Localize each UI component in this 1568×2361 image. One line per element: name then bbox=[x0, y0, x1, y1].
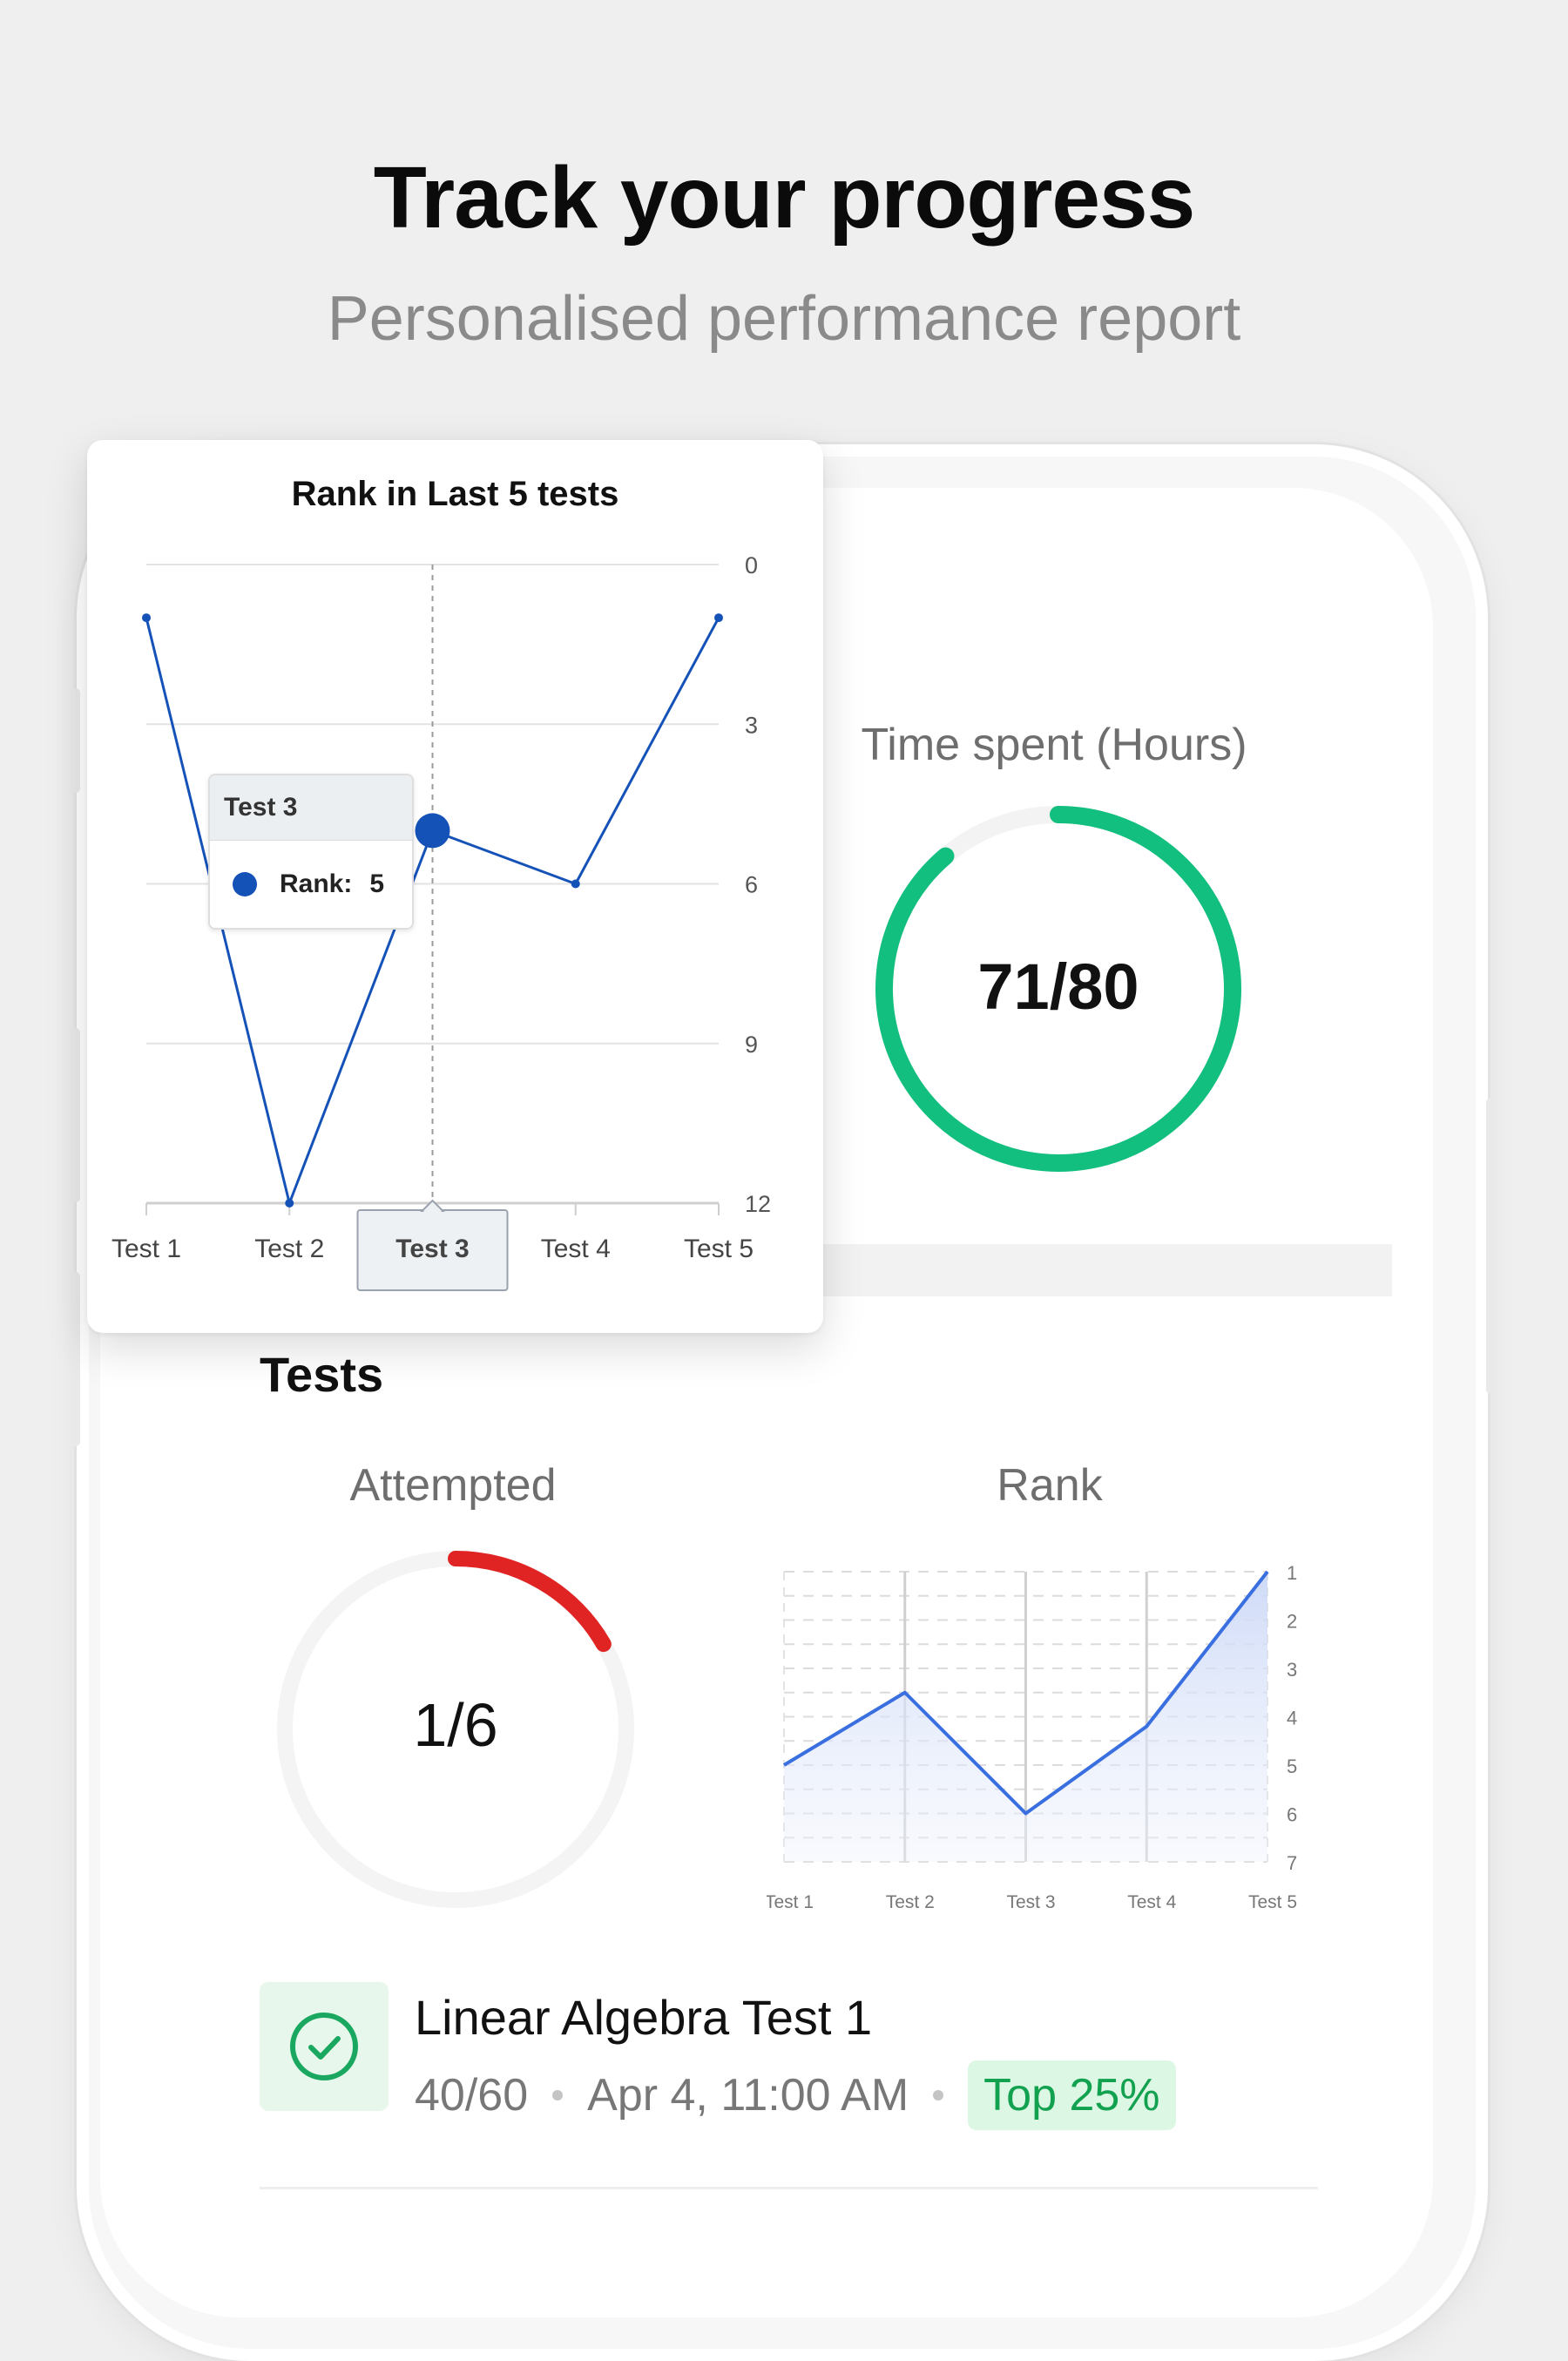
x-tick-label: Test 1 bbox=[112, 1235, 181, 1263]
y-tick-label: 6 bbox=[745, 872, 758, 898]
separator-dot bbox=[933, 2090, 944, 2101]
y-tick-label: 4 bbox=[1287, 1708, 1297, 1729]
x-tick-label: Test 5 bbox=[684, 1235, 754, 1263]
data-point bbox=[571, 879, 580, 889]
x-tick-label: Test 2 bbox=[886, 1892, 935, 1912]
test-name: Linear Algebra Test 1 bbox=[415, 1990, 873, 2045]
x-tick-label: Test 3 bbox=[1006, 1892, 1055, 1912]
tooltip-body: Rank: 5 bbox=[210, 841, 412, 928]
time-spent-title: Time spent (Hours) bbox=[861, 720, 1247, 770]
rank-mini-title: Rank bbox=[997, 1460, 1103, 1511]
rank-chart-card: Rank in Last 5 tests 0 3 6 9 12 Test 1 Test 2 T… bbox=[87, 440, 823, 1333]
rank-mini-chart: 1 2 3 4 5 6 7 Test 1 Test 2 Test 3 Test 4 Test 5 bbox=[767, 1562, 1297, 1912]
chart-tooltip: Test 3 Rank: 5 bbox=[208, 774, 414, 930]
rank-line-chart: 0 3 6 9 12 Test 1 Test 2 Test 3 Test 4 Test 5 bbox=[112, 552, 771, 1291]
page-headline: Track your progress bbox=[373, 149, 1196, 247]
percentile-badge: Top 25% bbox=[968, 2060, 1176, 2130]
test-score: 40/60 bbox=[415, 2070, 529, 2121]
x-tick-label: Test 3 bbox=[395, 1235, 469, 1263]
phone-side-button bbox=[71, 1028, 80, 1202]
y-tick-label: 5 bbox=[1287, 1756, 1297, 1777]
y-tick-label: 6 bbox=[1287, 1804, 1297, 1826]
series-area bbox=[784, 1572, 1267, 1862]
y-tick-label: 3 bbox=[745, 712, 758, 738]
phone-side-button bbox=[71, 1272, 80, 1446]
y-tick-label: 9 bbox=[745, 1032, 758, 1058]
y-tick-label: 7 bbox=[1287, 1852, 1297, 1874]
list-divider bbox=[260, 2187, 1318, 2189]
y-tick-label: 12 bbox=[745, 1191, 771, 1217]
time-spent-value: 71/80 bbox=[977, 950, 1139, 1023]
tooltip-title: Test 3 bbox=[210, 775, 412, 841]
data-point bbox=[142, 613, 151, 623]
check-circle-icon bbox=[260, 1982, 389, 2111]
series-line bbox=[782, 1570, 1269, 1816]
tests-section-title: Tests bbox=[260, 1347, 384, 1402]
attempted-value: 1/6 bbox=[413, 1691, 498, 1759]
data-point bbox=[415, 813, 450, 849]
time-spent-ring bbox=[875, 806, 1241, 1172]
x-tick-label: Test 4 bbox=[1127, 1892, 1176, 1912]
test-datetime: Apr 4, 11:00 AM bbox=[587, 2070, 909, 2121]
time-spent-ring-arc bbox=[875, 806, 1241, 1172]
attempted-ring-arc bbox=[277, 1551, 634, 1908]
tooltip-label: Rank: bbox=[280, 869, 353, 898]
x-tick-label: Test 5 bbox=[1248, 1892, 1297, 1912]
data-point bbox=[714, 613, 723, 623]
y-tick-label: 3 bbox=[1287, 1659, 1297, 1681]
test-list-item[interactable]: Linear Algebra Test 1 40/60 Apr 4, 11:00… bbox=[260, 1982, 1322, 2174]
attempted-ring bbox=[277, 1551, 634, 1908]
x-tick-label: Test 2 bbox=[254, 1235, 324, 1263]
separator-dot bbox=[552, 2090, 564, 2101]
tooltip-series-dot bbox=[233, 872, 257, 896]
x-tick-label: Test 1 bbox=[767, 1892, 814, 1912]
phone-side-button bbox=[71, 688, 80, 793]
phone-side-button bbox=[1486, 1098, 1495, 1394]
test-meta: 40/60 Apr 4, 11:00 AM Top 25% bbox=[415, 2060, 1176, 2130]
tooltip-value: 5 bbox=[369, 869, 385, 898]
y-tick-label: 2 bbox=[1287, 1611, 1297, 1633]
y-tick-label: 0 bbox=[745, 552, 758, 578]
page-subheadline: Personalised performance report bbox=[327, 284, 1241, 354]
rank-chart-title: Rank in Last 5 tests bbox=[291, 475, 619, 513]
x-tick-label: Test 4 bbox=[541, 1235, 611, 1263]
attempted-title: Attempted bbox=[349, 1460, 557, 1511]
data-point bbox=[285, 1199, 294, 1208]
y-tick-label: 1 bbox=[1287, 1562, 1297, 1584]
